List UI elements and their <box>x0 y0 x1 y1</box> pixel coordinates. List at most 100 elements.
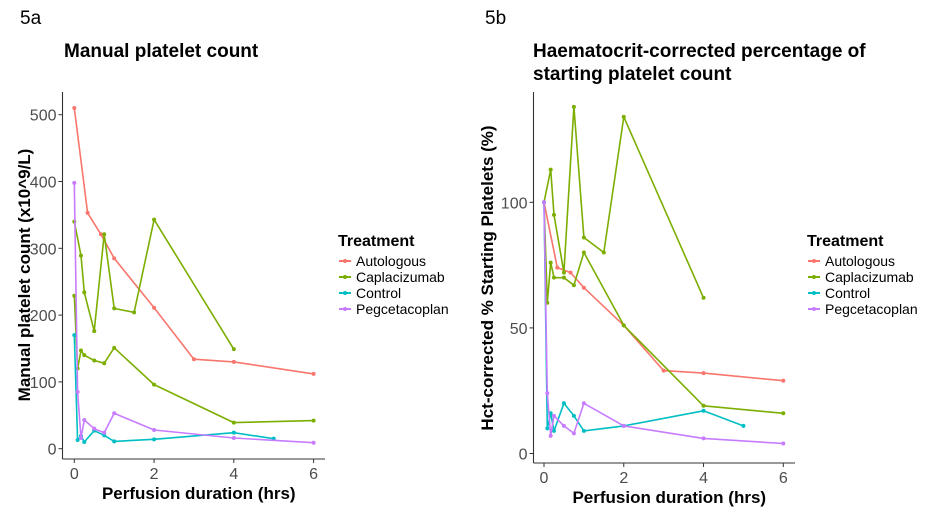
chart-title-left-line: Manual platelet count <box>64 41 259 62</box>
series-line <box>543 202 744 432</box>
data-point <box>152 305 157 310</box>
series-line <box>543 202 784 445</box>
series-caplacizumab <box>72 217 236 352</box>
data-point <box>82 417 87 422</box>
series-pegcetacoplan <box>72 180 316 445</box>
x-tick-label: 6 <box>309 466 318 483</box>
chart-manual-count: 0 2 4 6 0 100 200 300 400 500 Perfusion duration (… <box>15 92 325 503</box>
legend-label: Autologous <box>825 253 896 269</box>
data-point <box>191 357 196 362</box>
x-tick-label: 4 <box>229 466 238 483</box>
series-line <box>73 295 314 424</box>
data-point <box>571 413 576 418</box>
panel-label-5a: 5a <box>20 8 42 29</box>
data-point <box>82 290 87 295</box>
data-point <box>551 275 556 280</box>
data-point <box>231 430 236 435</box>
data-point <box>72 180 77 185</box>
legend-left: Treatment Autologous Caplacizumab Control P… <box>338 233 449 317</box>
series-line <box>73 107 314 375</box>
data-point <box>231 436 236 441</box>
y-tick-label: 100 <box>30 375 57 392</box>
x-tick-label: 2 <box>150 466 159 483</box>
y-tick-label: 400 <box>30 175 57 192</box>
y-tick-label: 200 <box>30 308 57 325</box>
data-point <box>132 310 137 315</box>
chart-title-right-line-1: Haematocrit-corrected percentage of <box>533 41 866 62</box>
legend-item-pegcetacoplan: Pegcetacoplan <box>338 301 449 317</box>
legend-item-autologous: Autologous <box>338 253 449 269</box>
data-point <box>561 423 566 428</box>
series-line <box>73 335 274 443</box>
data-point <box>311 418 316 423</box>
data-point <box>542 200 546 205</box>
data-point <box>701 403 706 408</box>
legend-label: Control <box>825 285 871 301</box>
data-point <box>551 428 556 433</box>
y-tick-label: 500 <box>30 108 57 125</box>
legend-label: Caplacizumab <box>825 269 914 285</box>
y-tick-label: 0 <box>48 442 57 459</box>
legend-label: Pegcetacoplan <box>356 301 449 317</box>
data-point <box>92 329 97 334</box>
series-line <box>543 106 705 299</box>
x-tick-label: 6 <box>779 470 788 487</box>
data-point <box>545 426 550 431</box>
data-point <box>152 437 157 442</box>
series-pegcetacoplan <box>542 200 786 446</box>
data-point <box>621 114 626 119</box>
chart-title-right: Haematocrit-corrected percentage of star… <box>533 40 866 86</box>
series-control <box>72 333 276 445</box>
legend-items: Autologous Caplacizumab Control Pegcetacopl… <box>807 253 918 317</box>
data-point <box>152 382 157 387</box>
y-tick-label: 100 <box>501 195 528 212</box>
data-point <box>701 295 706 300</box>
legend-key-icon <box>807 269 821 285</box>
data-point <box>231 420 236 425</box>
data-point <box>581 235 586 240</box>
x-tick-label: 2 <box>619 470 628 487</box>
data-point <box>98 232 103 237</box>
data-point <box>75 389 80 394</box>
legend-item-caplacizumab: Caplacizumab <box>807 269 918 285</box>
data-point <box>72 106 77 111</box>
data-point <box>152 427 157 432</box>
chart-hct-corrected: 0 2 4 6 0 50 100 Perfusion duration (hrs) Hct-co… <box>478 92 795 507</box>
x-tick-label: 4 <box>699 470 708 487</box>
legend-label: Pegcetacoplan <box>825 301 918 317</box>
legend-item-caplacizumab: Caplacizumab <box>338 269 449 285</box>
data-point <box>102 361 107 366</box>
data-point <box>551 212 556 217</box>
y-tick-label: 300 <box>30 241 57 258</box>
y-tick-label: 0 <box>519 447 528 464</box>
legend-key-icon <box>338 253 352 269</box>
series-line <box>73 182 314 444</box>
data-point <box>85 210 90 215</box>
data-point <box>311 371 316 376</box>
data-point <box>78 436 83 441</box>
data-point <box>78 348 83 353</box>
chart-title-right-line-2: starting platelet count <box>533 64 732 85</box>
data-point <box>555 265 560 270</box>
data-point <box>601 250 606 255</box>
legend-title: Treatment <box>338 233 415 250</box>
x-axis-title: Perfusion duration (hrs) <box>572 488 766 507</box>
data-point <box>561 401 566 406</box>
data-point <box>75 438 80 443</box>
data-point <box>581 250 586 255</box>
data-point <box>571 283 576 288</box>
y-axis-title: Hct-corrected % Starting Platelets (%) <box>478 125 497 430</box>
data-point <box>741 423 746 428</box>
legend-right: Treatment Autologous Caplacizumab Control P… <box>807 233 918 317</box>
data-point <box>581 401 586 406</box>
y-axis-title: Manual platelet count (x10^9/L) <box>15 149 34 402</box>
legend-item-pegcetacoplan: Pegcetacoplan <box>807 301 918 317</box>
x-tick-label: 0 <box>540 470 549 487</box>
legend-label: Caplacizumab <box>356 269 445 285</box>
legend-label: Control <box>356 285 402 301</box>
legend-title: Treatment <box>807 233 884 250</box>
series-control <box>542 200 746 433</box>
data-point <box>231 347 236 352</box>
data-point <box>112 256 117 261</box>
data-point <box>311 440 316 445</box>
